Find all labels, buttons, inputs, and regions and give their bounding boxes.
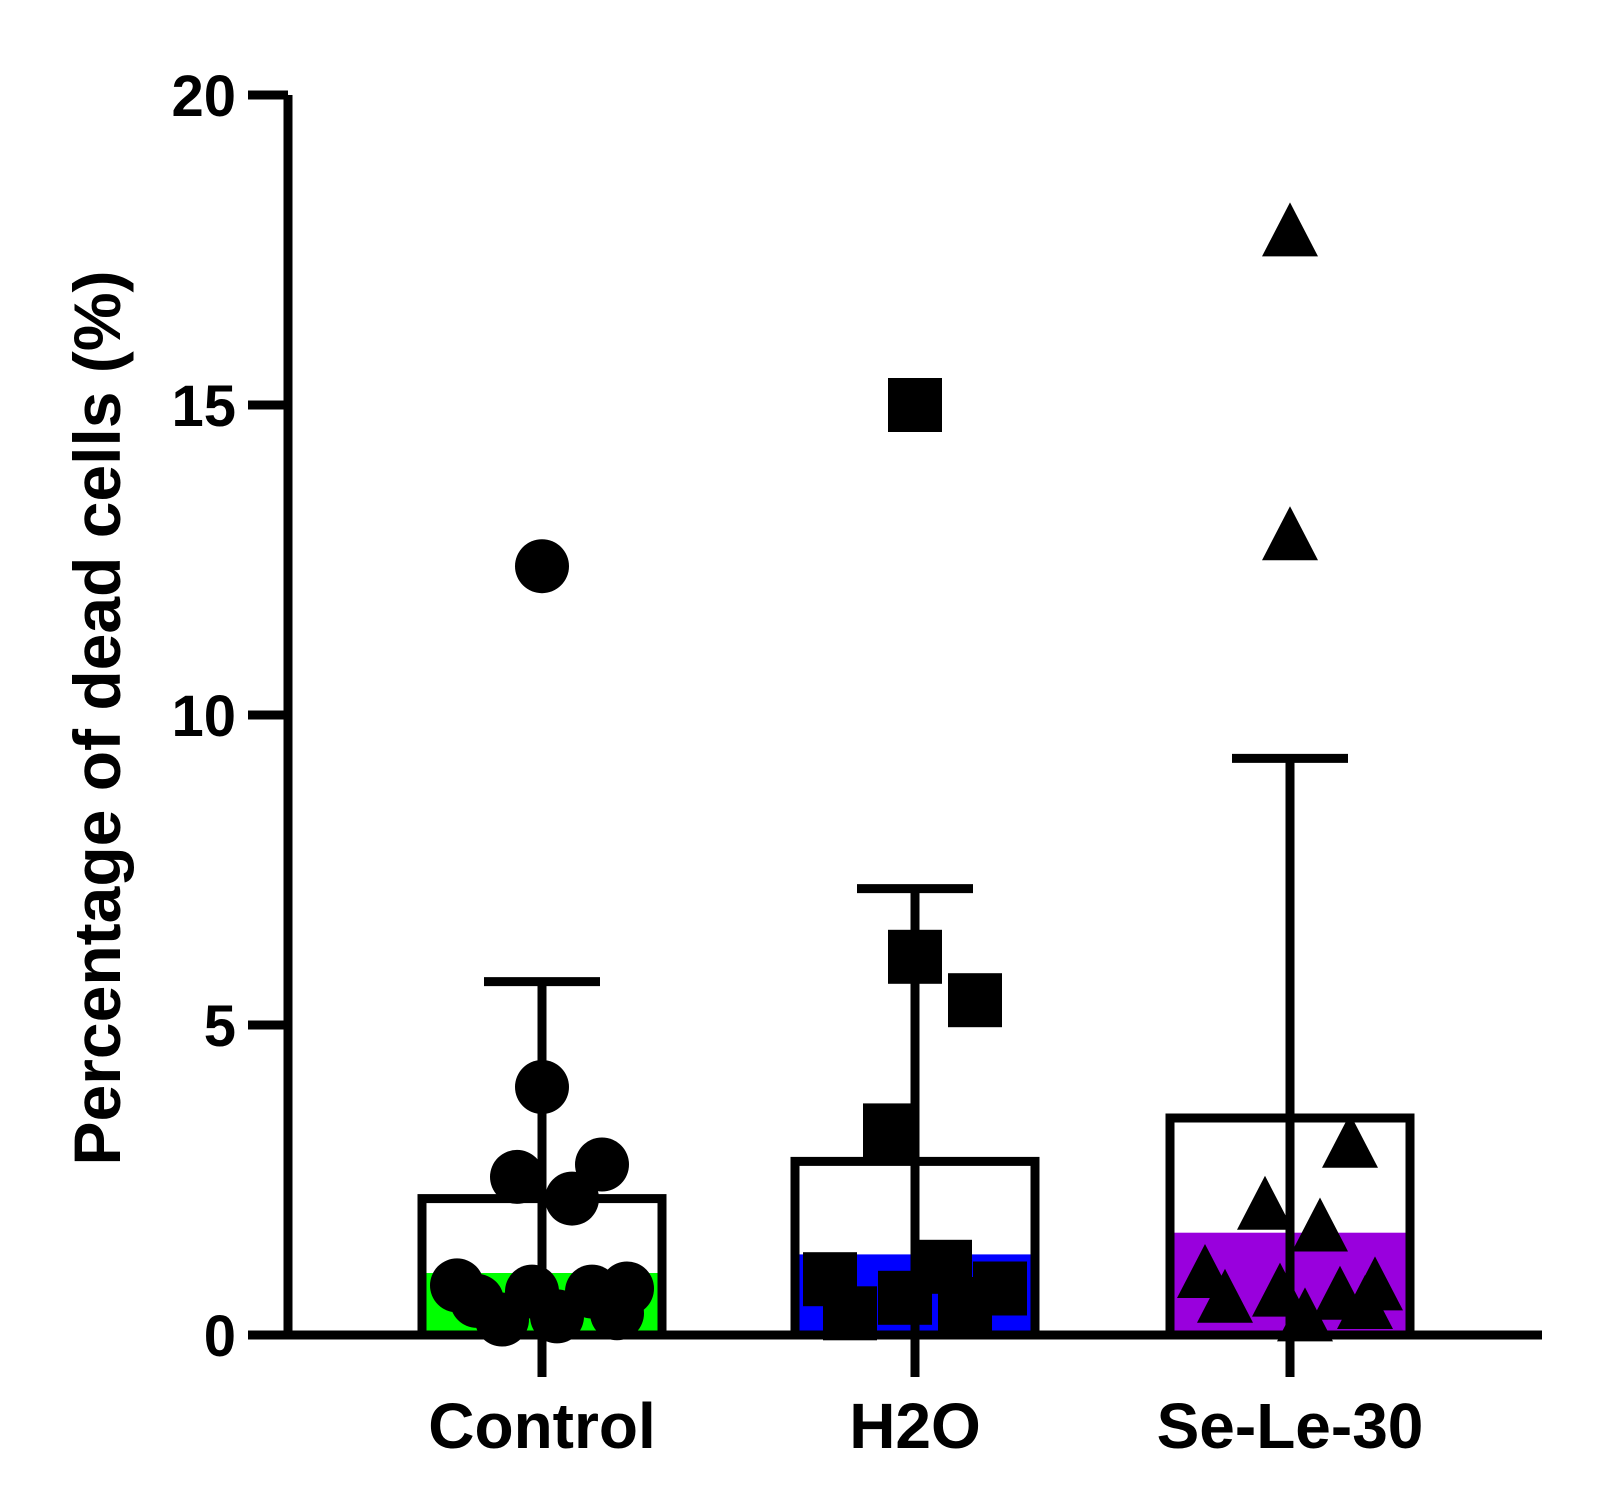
data-point-se-le-30: [1277, 1287, 1333, 1342]
data-point-se-le-30: [1337, 1275, 1393, 1329]
data-point-control: [590, 1286, 644, 1341]
x-tick-label-control: Control: [428, 1390, 656, 1462]
data-point-h2o: [888, 929, 942, 984]
data-point-h2o: [863, 1103, 917, 1158]
axes-layer: [248, 90, 1542, 1340]
data-point-se-le-30: [1262, 506, 1318, 561]
data-point-se-le-30: [1262, 202, 1318, 257]
data-point-h2o: [888, 378, 942, 432]
y-tick-label: 0: [204, 1304, 236, 1369]
data-point-h2o: [938, 1277, 992, 1331]
x-tick-label-h2o: H2O: [849, 1390, 981, 1462]
data-point-se-le-30: [1197, 1268, 1253, 1323]
data-point-se-le-30: [1292, 1197, 1348, 1252]
data-point-control: [530, 1289, 584, 1344]
data-point-se-le-30: [1322, 1113, 1378, 1168]
data-point-se-le-30: [1237, 1175, 1293, 1230]
y-tick-label: 15: [171, 374, 236, 439]
data-point-se-le-30: [1252, 1262, 1308, 1317]
data-point-control: [515, 539, 569, 594]
data-points-layer: [430, 202, 1403, 1347]
y-tick-label: 5: [204, 994, 236, 1059]
y-axis-title: Percentage of dead cells (%): [60, 271, 134, 1166]
data-point-control: [515, 1060, 569, 1114]
data-point-control: [545, 1171, 599, 1226]
y-tick-label: 20: [171, 64, 236, 129]
data-point-h2o: [948, 973, 1002, 1028]
labels-layer: Control H2O Se-Le-30 0 5 10 15 20: [171, 64, 1423, 1462]
data-point-h2o: [878, 1270, 932, 1325]
y-tick-label: 10: [171, 684, 236, 749]
x-tick-label-se-le-30: Se-Le-30: [1157, 1390, 1424, 1462]
data-point-control: [490, 1149, 544, 1204]
